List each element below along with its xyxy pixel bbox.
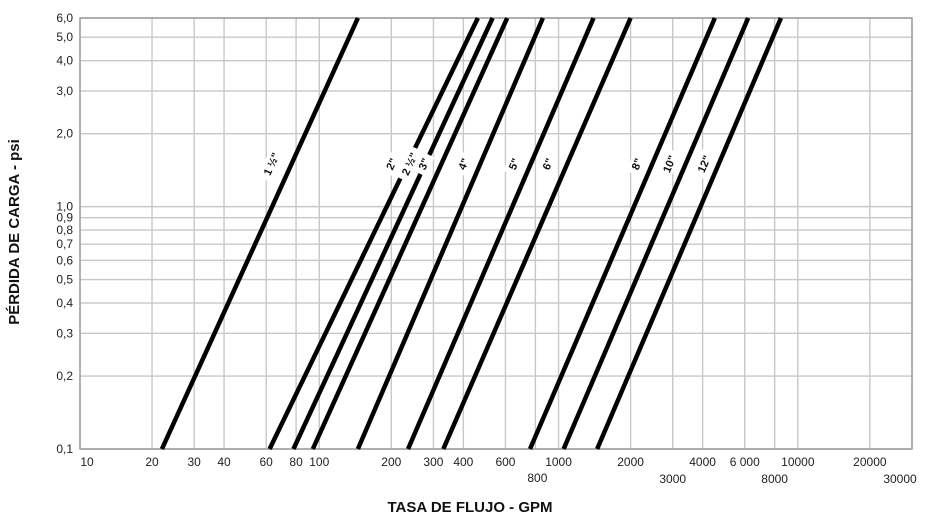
series-label: 3"	[417, 157, 433, 172]
series-label-bg	[657, 148, 682, 180]
y-tick-label: 1,0	[56, 200, 73, 214]
series-label-bg	[626, 151, 648, 177]
y-tick-label: 0,6	[56, 253, 73, 267]
series-label-bg	[452, 151, 474, 177]
series-label-bg	[537, 151, 559, 177]
series-label: 6"	[541, 157, 557, 172]
y-tick-label: 4,0	[56, 54, 73, 68]
series-line	[355, 17, 545, 450]
x-tick-label: 3000	[659, 472, 686, 486]
x-tick-label: 20	[145, 455, 159, 469]
series-line	[441, 17, 633, 450]
series-label-bg	[395, 145, 423, 183]
x-tick-label: 4000	[689, 455, 716, 469]
x-tick-label: 30	[187, 455, 201, 469]
x-tick-label: 20000	[853, 455, 887, 469]
series-label-bg	[257, 145, 285, 183]
grid	[79, 17, 913, 450]
series-line	[527, 17, 717, 450]
series-label-bg	[503, 151, 525, 177]
x-tick-label: 400	[453, 455, 473, 469]
y-tick-labels: 0,1 0,2 0,3 0,4 0,5 0,6 0,70,80,91,0 2,0 3,0 4,0 5…	[56, 11, 73, 456]
series-label-group: 10"	[657, 148, 682, 180]
x-tick-label: 2000	[617, 455, 644, 469]
y-tick-label: 0,5	[56, 273, 73, 287]
series-line	[406, 17, 596, 450]
series-label-group: 6"	[537, 151, 559, 177]
series-line	[310, 17, 510, 450]
x-axis-title: TASA DE FLUJO - GPM	[388, 499, 553, 516]
x-tick-label: 60	[260, 455, 274, 469]
series-label-group: 3"	[412, 151, 435, 177]
x-tick-label: 600	[495, 455, 515, 469]
series-line	[595, 17, 784, 450]
y-tick-label: 0,1	[56, 442, 73, 456]
series-line	[267, 17, 480, 450]
y-tick-label: 0,7	[56, 237, 73, 251]
x-tick-label: 300	[423, 455, 443, 469]
x-tick-label: 800	[527, 471, 547, 485]
series-label: 8"	[630, 157, 645, 172]
series-label: 4"	[457, 157, 473, 172]
series-label-group: 5"	[503, 151, 525, 177]
y-tick-label: 0,2	[56, 369, 73, 383]
x-tick-label: 100	[309, 455, 329, 469]
y-tick-label: 0,9	[56, 211, 73, 225]
series-label-group: 8"	[626, 151, 648, 177]
series-label-bg	[380, 151, 403, 177]
series-label: 1 ½"	[262, 151, 283, 177]
series-label: 2"	[384, 157, 400, 172]
series-label-group: 4"	[452, 151, 474, 177]
x-tick-label: 200	[381, 455, 401, 469]
x-tick-label: 6 000	[730, 455, 760, 469]
series-line	[561, 17, 751, 450]
y-tick-label: 5,0	[56, 30, 73, 44]
x-tick-label: 8000	[761, 472, 788, 486]
y-tick-label: 0,4	[56, 296, 73, 310]
y-tick-label: 2,0	[56, 127, 73, 141]
y-axis-title: PÉRDIDA DE CARGA - psi	[6, 139, 23, 325]
series-line	[159, 17, 360, 450]
x-tick-label: 1000	[545, 455, 572, 469]
y-tick-label: 0,8	[56, 223, 73, 237]
series-label: 5"	[507, 157, 523, 172]
series-lines	[159, 17, 784, 450]
series-label-group: 2"	[380, 151, 403, 177]
plot-frame	[79, 17, 913, 450]
x-tick-label: 10	[80, 455, 94, 469]
series-labels: 1 ½" 2" 2 ½"3" 4" 5" 6" 8" 10" 12"	[257, 145, 716, 183]
y-tick-label: 6,0	[56, 11, 73, 25]
y-tick-label: 3,0	[56, 84, 73, 98]
y-tick-label: 0,3	[56, 326, 73, 340]
x-tick-label: 30000	[883, 472, 917, 486]
x-tick-label: 80	[289, 455, 303, 469]
series-label-bg	[692, 148, 716, 180]
x-tick-label: 40	[217, 455, 231, 469]
x-tick-label: 10000	[781, 455, 815, 469]
series-label-bg	[412, 151, 435, 177]
series-label-group: 1 ½"	[257, 145, 285, 183]
x-tick-labels: 10 20 30 40 60 80 100 200 300 400 600 800 1000 2000 30…	[80, 455, 917, 486]
series-line	[291, 17, 495, 450]
